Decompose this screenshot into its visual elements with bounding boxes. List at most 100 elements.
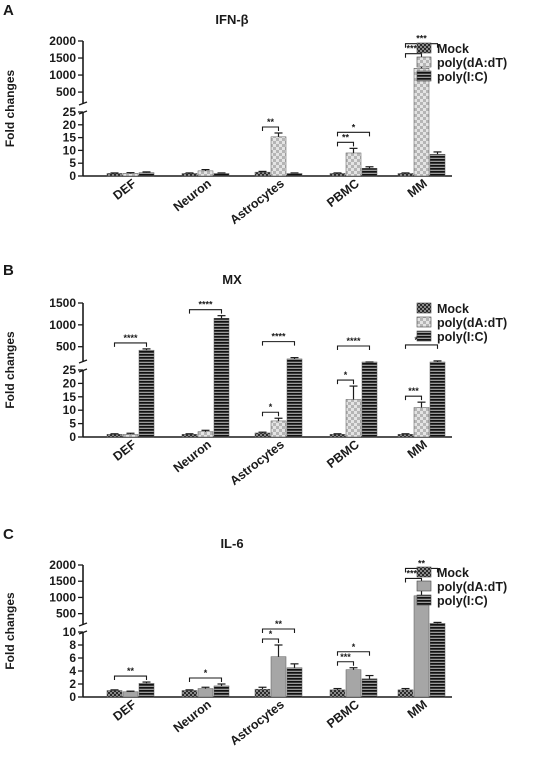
bar [397, 689, 414, 698]
bar [122, 173, 139, 177]
significance-bracket [336, 379, 355, 385]
significance-label: * [269, 402, 273, 412]
bar [106, 690, 123, 698]
bar [329, 434, 346, 438]
significance-bracket [336, 345, 371, 350]
significance-bracket [404, 344, 439, 349]
legend-swatch [416, 330, 432, 342]
bar [213, 685, 230, 698]
bar [286, 358, 303, 438]
significance-bracket [113, 342, 148, 347]
bar [345, 152, 362, 177]
legend-label: poly(dA:dT) [437, 56, 507, 70]
category-label: PBMC [324, 437, 362, 471]
legend-swatch [416, 594, 432, 606]
bar [106, 434, 123, 438]
y-tick-label: 1500 [49, 296, 76, 310]
bar [361, 168, 378, 177]
legend-label: Mock [437, 302, 469, 316]
bar [413, 595, 430, 698]
significance-label: **** [406, 568, 421, 578]
significance-label: * [204, 668, 208, 678]
axis-break-mark [78, 101, 88, 106]
category-label: Neuron [171, 697, 214, 735]
bar [254, 171, 271, 177]
y-tick-label: 25 [63, 363, 77, 377]
bar [329, 689, 346, 698]
y-axis-label: Fold changes [3, 331, 17, 409]
significance-label: ** [267, 117, 275, 127]
significance-label: ** [275, 619, 283, 629]
bar [138, 349, 155, 438]
bar [361, 678, 378, 698]
bar [122, 434, 139, 438]
bar [397, 434, 414, 438]
significance-bracket [261, 411, 280, 417]
significance-bracket [188, 677, 223, 682]
panel-letter: B [3, 262, 14, 279]
y-tick-label: 1000 [49, 68, 76, 82]
bar [197, 170, 214, 177]
category-label: PBMC [324, 697, 362, 731]
category-label: DEF [111, 697, 140, 724]
y-tick-label: 2 [69, 677, 76, 691]
y-tick-label: 2000 [49, 34, 76, 48]
bar [197, 688, 214, 698]
significance-bracket [336, 141, 355, 147]
bar [397, 173, 414, 177]
significance-bracket [404, 577, 423, 583]
panel-title: IFN-β [215, 12, 248, 27]
y-axis-label: Fold changes [3, 70, 17, 148]
legend-swatch [416, 302, 432, 314]
category-label: Astrocytes [227, 176, 287, 227]
bar [213, 318, 230, 438]
significance-bracket [261, 126, 280, 131]
y-tick-label: 20 [63, 118, 77, 132]
bar [270, 420, 287, 438]
panel-letter: A [3, 2, 14, 19]
panel-title: IL-6 [220, 536, 243, 551]
significance-label: *** [408, 386, 419, 396]
category-label: MM [405, 697, 430, 721]
panel-letter: C [3, 526, 14, 543]
legend-label: Mock [437, 42, 469, 56]
y-tick-label: 500 [56, 340, 76, 354]
bar [213, 173, 230, 177]
bar [197, 431, 214, 438]
bar [329, 173, 346, 177]
y-tick-label: 6 [69, 651, 76, 665]
bar [429, 623, 446, 698]
significance-bracket [336, 651, 371, 656]
significance-label: ** [342, 132, 350, 142]
bar [138, 172, 155, 177]
axis-break-mark [78, 622, 88, 627]
significance-label: *** [340, 652, 351, 662]
significance-bracket [261, 341, 296, 346]
bar [429, 361, 446, 438]
bar [181, 173, 198, 177]
legend-label: poly(I:C) [437, 594, 488, 608]
bar [345, 669, 362, 698]
y-tick-label: 0 [69, 690, 76, 704]
y-tick-label: 4 [69, 664, 76, 678]
bar [138, 683, 155, 698]
bar [122, 691, 139, 698]
y-tick-label: 5 [69, 156, 76, 170]
significance-bracket [261, 628, 296, 633]
y-tick-label: 1500 [49, 574, 76, 588]
bar [429, 153, 446, 177]
legend-label: poly(I:C) [437, 70, 488, 84]
legend-swatch [416, 70, 432, 82]
significance-label: * [352, 642, 356, 652]
y-tick-label: 8 [69, 638, 76, 652]
category-label: PBMC [324, 176, 362, 210]
significance-bracket [261, 638, 280, 643]
category-label: Astrocytes [227, 437, 287, 488]
category-label: MM [405, 176, 430, 200]
category-label: MM [405, 437, 430, 461]
bar [254, 688, 271, 698]
bar [270, 136, 287, 177]
